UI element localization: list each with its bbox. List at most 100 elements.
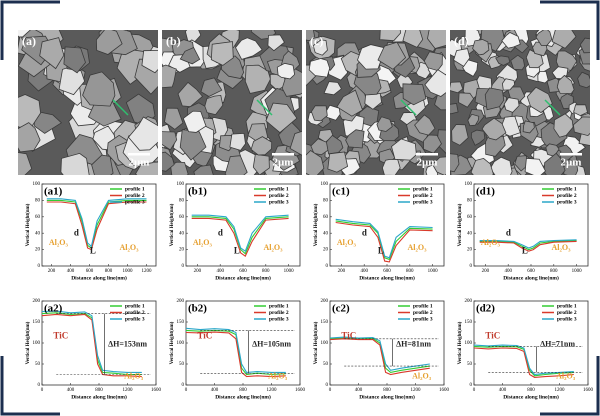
annotation: L [234,245,240,255]
annotation: d [506,227,511,237]
legend-label: profile 2 [125,193,145,199]
y-axis-label: Vertical Height(nm) [170,203,175,246]
grain [450,153,460,173]
y-tick-label: 200 [465,299,473,304]
grain [553,113,574,138]
grain [141,50,158,74]
annotation: d [362,227,367,237]
annotation: Al₂O₃ [124,371,144,380]
grain [535,30,553,46]
image-label: (a) [22,34,36,48]
plot-frame [185,300,301,386]
x-tick-label: 1600 [583,388,594,393]
profile-line [191,217,289,258]
y-tick-label: 150 [321,320,329,325]
grain [526,86,553,114]
x-tick-label: 400 [67,388,75,393]
legend-label: profile 1 [413,186,433,192]
y-tick-label: 200 [321,299,329,304]
profile-marker [544,99,561,116]
grain [39,37,65,70]
grain [555,50,578,71]
grain [501,78,516,91]
grain [470,129,486,146]
grain [308,58,331,78]
profile-marker [256,99,273,116]
grain [276,62,296,80]
image-label: (c) [310,34,323,48]
annotation: d [218,227,223,237]
x-tick-label: 600 [86,269,94,274]
grain [345,129,365,149]
y-tick-label: 200 [33,299,41,304]
y-tick-label: 60 [179,215,185,220]
x-tick-label: 0 [185,388,188,393]
scale-label: 2μm [129,157,150,169]
y-tick-label: 0 [326,383,329,388]
y-tick-label: 80 [179,199,185,204]
legend-label: profile 2 [269,193,289,199]
profile-line [191,216,289,255]
grain [63,46,86,74]
annotation: Al₂O₃ [268,371,288,380]
y-tick-label: 100 [321,182,329,187]
profile-line [46,199,147,249]
profile-line [329,338,430,376]
scale-label: 2μm [561,157,582,169]
grain [87,99,122,127]
annotation: L [378,245,384,255]
y-tick-label: 200 [177,299,185,304]
legend-label: profile 2 [557,193,577,199]
annotation: TiC [197,330,212,340]
grain [379,121,400,142]
y-tick-label: 0 [470,264,473,269]
legend-label: profile 2 [413,193,433,199]
grain [543,152,566,175]
grain [414,114,436,136]
x-axis-label: Distance along line(nm) [215,274,271,281]
grain [495,55,511,66]
sem-image: 2μm (a) [18,30,158,175]
profile-line [335,221,433,263]
panel-label: (b2) [188,303,207,315]
scale-bar [272,153,294,156]
legend-label: profile 2 [269,310,289,316]
grain [162,131,178,151]
profile-line [46,201,147,251]
grain [501,32,521,49]
grain [95,30,123,55]
legend-label: profile 1 [557,186,577,192]
grain [462,59,479,77]
x-tick-label: 600 [527,269,535,274]
x-tick-label: 800 [527,388,535,393]
grain [489,156,513,175]
profile-marker [112,99,129,116]
grain [525,49,544,69]
grain [336,89,363,117]
grain [450,81,464,94]
y-tick-label: 80 [467,199,473,204]
y-tick-label: 0 [470,383,473,388]
scale-bar [560,153,582,156]
grain [432,156,446,175]
grain [60,152,90,175]
y-tick-label: 20 [35,248,41,253]
grain [470,157,494,175]
grain [484,87,505,111]
x-axis-label: Distance along line(nm) [215,393,271,400]
grain [391,138,417,161]
y-tick-label: 100 [465,341,473,346]
legend-label: profile 1 [269,303,289,309]
grain [179,46,201,65]
grain [556,74,575,94]
annotation: Al₂O₃ [552,243,572,252]
grain [204,94,224,116]
grain [481,117,507,141]
panel-label: (a2) [44,303,63,315]
legend-label: profile 3 [557,316,577,322]
grain [485,133,506,157]
grain [210,41,234,66]
annotation: TiC [53,330,68,340]
grain [577,71,590,89]
frame-corner [0,0,60,60]
